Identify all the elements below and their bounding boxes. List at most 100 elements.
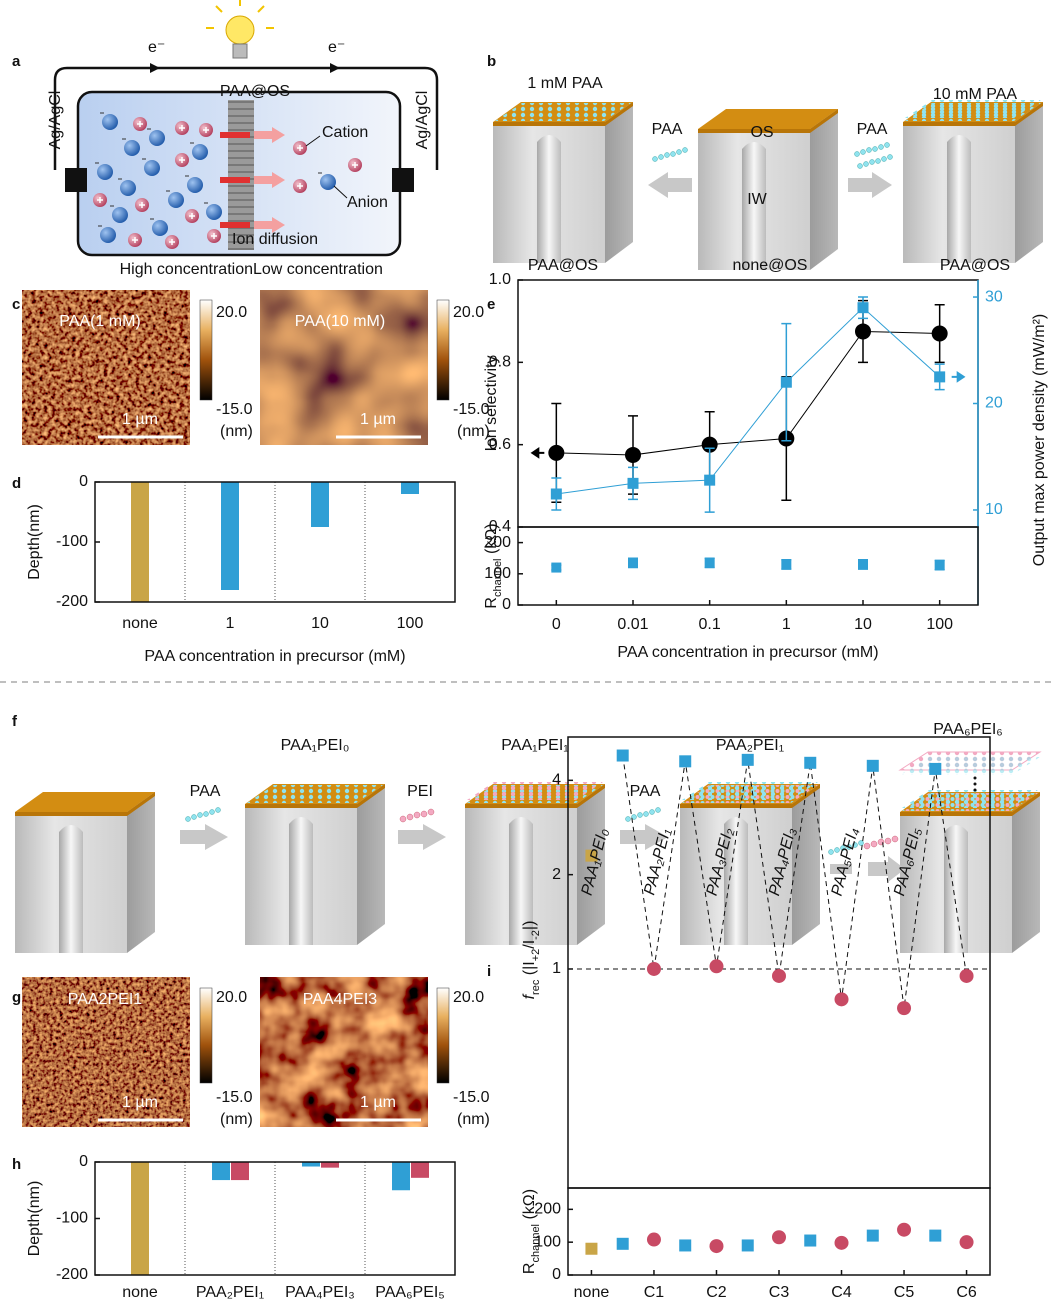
marker [935, 560, 945, 570]
anion [124, 140, 140, 156]
y-tick-label: 200 [534, 1201, 561, 1218]
marker [858, 559, 868, 569]
colorbar [437, 988, 449, 1083]
cube [680, 784, 820, 945]
electrode-label: Ag/AgCl [47, 91, 64, 150]
colorbar-min: -15.0 [216, 1089, 253, 1106]
anion [149, 130, 165, 146]
y-tick-label: 0 [552, 1266, 561, 1283]
bulb-base [233, 44, 247, 58]
x-tick-label: C6 [956, 1284, 977, 1301]
marker [551, 563, 561, 573]
marker [709, 959, 723, 973]
marker [625, 447, 641, 463]
cube [15, 792, 155, 953]
bar [311, 482, 329, 527]
plot-frame [518, 527, 978, 605]
colorbar-max: 20.0 [216, 989, 247, 1006]
cation-label: Cation [322, 124, 368, 141]
arrow-label: PAA [652, 121, 683, 138]
stage-label: PAA₆PEI₆ [933, 721, 1003, 738]
arrow-label: PEI [407, 783, 433, 800]
label-part: R [521, 1263, 538, 1275]
cube-caption: PAA@OS [528, 257, 598, 274]
marker [647, 962, 661, 976]
colorbar [200, 988, 212, 1083]
stage-label: PAA₁PEI₁ [501, 737, 568, 754]
label-part: /I [521, 940, 538, 949]
electrode-label: Ag/AgCl [414, 91, 431, 150]
marker [742, 754, 754, 766]
bar [321, 1162, 339, 1168]
y-tick-label: 0 [79, 1153, 88, 1170]
face-label: IW [747, 191, 767, 208]
y-tick-label: -200 [56, 593, 88, 610]
x-tick-label: PAA₂PEI₁ [196, 1284, 264, 1301]
y-axis-label: Depth(nm) [26, 504, 43, 580]
image-label: PAA4PEI3 [303, 991, 378, 1008]
marker [804, 757, 816, 769]
y-tick-label: -200 [56, 1266, 88, 1283]
marker [705, 558, 715, 568]
y-tick-label: -100 [56, 1210, 88, 1227]
x-tick-label: C2 [706, 1284, 727, 1301]
marker [960, 969, 974, 983]
bar [401, 482, 419, 494]
x-tick-label: C5 [894, 1284, 915, 1301]
x-tick-label: 10 [311, 615, 329, 632]
y-tick-label: 0 [79, 473, 88, 490]
panel-letter: i [487, 963, 491, 980]
y2-axis-label: Output max power density (mW/m²) [1031, 314, 1048, 567]
colorbar [437, 300, 449, 400]
x-tick-label: PAA₄PEI₃ [285, 1284, 355, 1301]
annotation: PAA₅PEI₄ [829, 826, 862, 898]
label-part: rec [530, 979, 542, 995]
high-label: High concentration [120, 261, 253, 278]
x-tick-label: none [122, 1284, 158, 1301]
y-tick-label: 1.0 [489, 271, 511, 288]
marker [772, 1230, 786, 1244]
x-tick-label: 10 [854, 616, 872, 633]
anion-label: Anion [347, 194, 388, 211]
x-tick-label: 100 [926, 616, 953, 633]
bar [212, 1162, 230, 1180]
electron-label: e⁻ [328, 39, 345, 56]
molecule [653, 148, 688, 162]
scale-label: 1 µm [360, 411, 396, 428]
ion-flux [220, 132, 250, 138]
marker [897, 1223, 911, 1237]
marker [709, 1239, 723, 1253]
marker [585, 1243, 597, 1255]
marker [835, 992, 849, 1006]
anion [144, 160, 160, 176]
panel-letter: e [487, 296, 495, 313]
diffusion-label: Ion diffusion [232, 231, 318, 248]
colorbar-min: -15.0 [453, 1089, 490, 1106]
y-axis-label: Depth(nm) [26, 1181, 43, 1257]
image-label: PAA(1 mM) [59, 313, 140, 330]
arrow-label: PAA [630, 783, 661, 800]
scale-label: 1 µm [122, 1094, 158, 1111]
y-axis-label: Ion selectivity [483, 355, 500, 451]
x-tick-label: 0.1 [699, 616, 721, 633]
ion-flux [220, 177, 250, 183]
molecule [186, 808, 221, 822]
colorbar [200, 300, 212, 400]
marker [617, 750, 629, 762]
label-part: channel [492, 558, 504, 597]
x-tick-label: 0 [552, 616, 561, 633]
anion [192, 144, 208, 160]
arrow-label: PAA [190, 783, 221, 800]
marker [932, 326, 948, 342]
marker [647, 1233, 661, 1247]
series-line [556, 331, 939, 455]
cube-title: 10 mM PAA [933, 86, 1018, 103]
bar [131, 1162, 149, 1275]
marker [617, 1238, 629, 1250]
marker [858, 302, 869, 313]
y-tick-label: 20 [985, 395, 1003, 412]
process-arrow [848, 172, 892, 198]
label-part: -2 [530, 930, 542, 940]
colorbar-max: 20.0 [453, 304, 484, 321]
marker [704, 475, 715, 486]
